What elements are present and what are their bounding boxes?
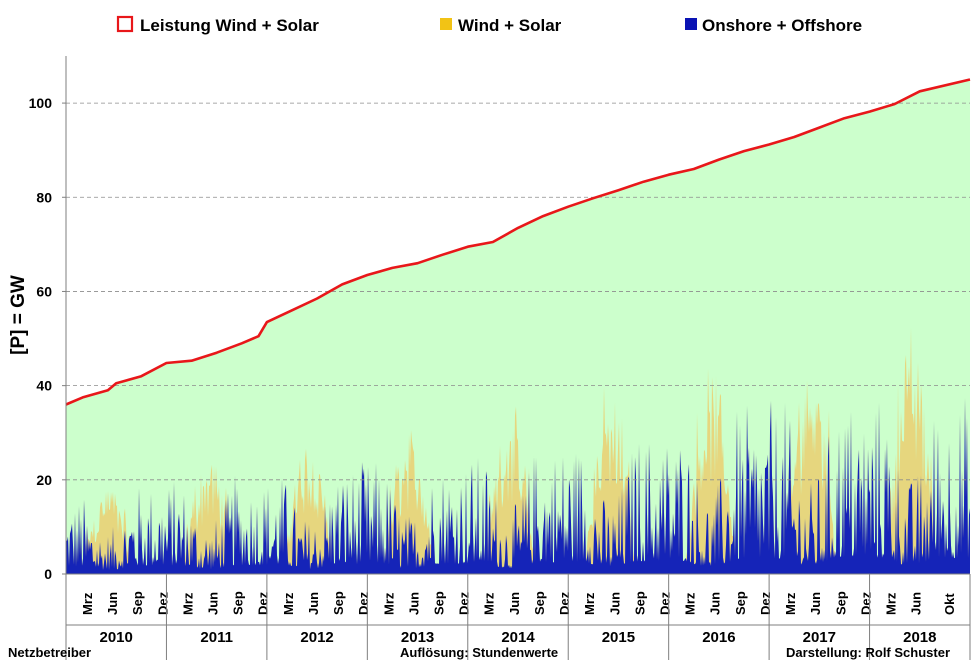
x-month-label: Dez: [658, 591, 673, 615]
gridlines: [66, 102, 970, 481]
x-month-label: Mrz: [381, 592, 396, 615]
x-year-label: 2010: [100, 629, 133, 646]
x-month-label: Dez: [356, 591, 371, 615]
x-month-label: Mrz: [482, 592, 497, 615]
legend-label-capacity: Leistung Wind + Solar: [140, 16, 319, 35]
footer-resolution: Auflösung: Stundenwerte: [400, 645, 558, 660]
capacity-line: [65, 78, 971, 406]
x-month-label: Dez: [256, 591, 271, 615]
y-tick-label: 0: [44, 566, 52, 582]
capacity-area: [66, 79, 970, 574]
x-month-label: Mrz: [884, 592, 899, 615]
x-month-label: Jun: [909, 592, 924, 615]
x-month-label: Jun: [708, 592, 723, 615]
footer-author: Darstellung: Rolf Schuster: [786, 645, 950, 660]
onshore-offshore-area: [66, 397, 970, 574]
legend-label-wind-solar: Wind + Solar: [458, 16, 562, 35]
y-axis-label: [P] = GW: [8, 275, 29, 355]
x-month-label: Sep: [130, 591, 145, 615]
footer-source: Netzbetreiber: [8, 645, 91, 660]
y-tick-label: 80: [36, 189, 52, 205]
x-month-label: Mrz: [180, 592, 195, 615]
y-tick-label: 40: [36, 378, 52, 394]
x-month-label: Dez: [155, 591, 170, 615]
x-year-label: 2017: [803, 629, 836, 646]
y-tick-label: 20: [36, 472, 52, 488]
x-month-label: Mrz: [80, 592, 95, 615]
x-month-label: Sep: [632, 591, 647, 615]
x-year-label: 2014: [501, 629, 535, 646]
x-month-label: Jun: [607, 592, 622, 615]
x-month-label: Sep: [733, 591, 748, 615]
x-month-label: Sep: [833, 591, 848, 615]
legend-marker-wind-solar: [440, 18, 452, 30]
x-year-label: 2015: [602, 629, 635, 646]
y-axis: 0 20 40 60 80 100: [29, 56, 67, 582]
x-month-label: Sep: [432, 591, 447, 615]
x-month-label: Dez: [758, 591, 773, 615]
legend-marker-onshore-offshore: [685, 18, 697, 30]
x-axis: Mrz Jun Sep Dez 2010 Mrz Jun Sep Dez 2011 Mrz Jun Se…: [65, 573, 971, 660]
legend-label-onshore-offshore: Onshore + Offshore: [702, 16, 862, 35]
x-month-label: Mrz: [281, 592, 296, 615]
x-month-label: Mrz: [582, 592, 597, 615]
x-year-label: 2018: [903, 629, 936, 646]
x-month-label: Mrz: [683, 592, 698, 615]
x-month-label: Dez: [858, 591, 873, 615]
x-month-label: Jun: [105, 592, 120, 615]
x-month-label: Jun: [406, 592, 421, 615]
legend: Leistung Wind + Solar Wind + Solar Onsho…: [116, 15, 862, 35]
x-month-label: Jun: [808, 592, 823, 615]
x-month-label: Sep: [532, 591, 547, 615]
x-month-label: Jun: [507, 592, 522, 615]
x-month-label: Sep: [331, 591, 346, 615]
x-year-label: 2012: [300, 629, 333, 646]
plot-area: [65, 78, 971, 574]
x-month-label: Dez: [557, 591, 572, 615]
wind-solar-area: [66, 327, 970, 574]
x-month-label: Mrz: [783, 592, 798, 615]
x-year-label: 2013: [401, 629, 434, 646]
y-tick-label: 60: [36, 283, 52, 299]
x-year-label: 2011: [200, 629, 233, 646]
legend-marker-capacity: [116, 15, 134, 33]
x-month-label: Dez: [457, 591, 472, 615]
x-year-label: 2016: [702, 629, 735, 646]
x-month-label: Jun: [206, 592, 221, 615]
x-month-label: Okt: [942, 593, 957, 615]
y-tick-label: 100: [29, 95, 53, 111]
x-month-label: Jun: [306, 592, 321, 615]
x-month-label: Sep: [231, 591, 246, 615]
